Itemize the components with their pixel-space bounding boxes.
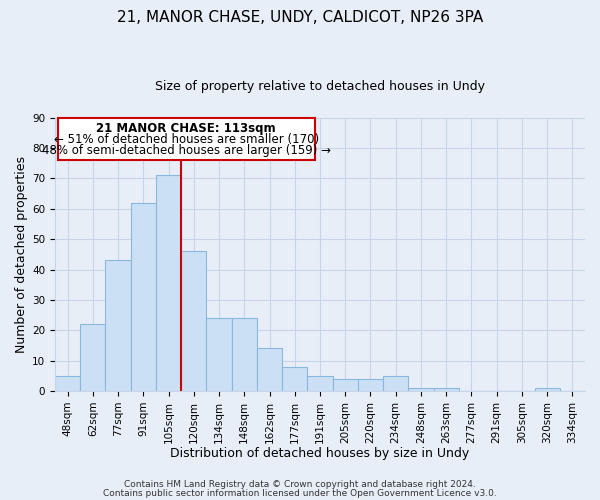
FancyBboxPatch shape <box>58 118 315 160</box>
Bar <box>257 348 282 391</box>
Bar <box>535 388 560 391</box>
Text: Contains public sector information licensed under the Open Government Licence v3: Contains public sector information licen… <box>103 488 497 498</box>
Bar <box>434 388 459 391</box>
Bar <box>55 376 80 391</box>
Bar <box>332 379 358 391</box>
Text: 21, MANOR CHASE, UNDY, CALDICOT, NP26 3PA: 21, MANOR CHASE, UNDY, CALDICOT, NP26 3P… <box>117 10 483 25</box>
Bar <box>232 318 257 391</box>
Bar <box>80 324 106 391</box>
Bar <box>131 203 156 391</box>
Bar <box>206 318 232 391</box>
Bar <box>409 388 434 391</box>
Text: ← 51% of detached houses are smaller (170): ← 51% of detached houses are smaller (17… <box>53 134 319 146</box>
Bar <box>106 260 131 391</box>
Title: Size of property relative to detached houses in Undy: Size of property relative to detached ho… <box>155 80 485 93</box>
Y-axis label: Number of detached properties: Number of detached properties <box>15 156 28 353</box>
Text: 48% of semi-detached houses are larger (159) →: 48% of semi-detached houses are larger (… <box>42 144 331 158</box>
Text: 21 MANOR CHASE: 113sqm: 21 MANOR CHASE: 113sqm <box>97 122 276 135</box>
Bar <box>358 379 383 391</box>
X-axis label: Distribution of detached houses by size in Undy: Distribution of detached houses by size … <box>170 447 470 460</box>
Bar <box>383 376 409 391</box>
Bar <box>181 252 206 391</box>
Text: Contains HM Land Registry data © Crown copyright and database right 2024.: Contains HM Land Registry data © Crown c… <box>124 480 476 489</box>
Bar <box>307 376 332 391</box>
Bar <box>156 176 181 391</box>
Bar <box>282 366 307 391</box>
